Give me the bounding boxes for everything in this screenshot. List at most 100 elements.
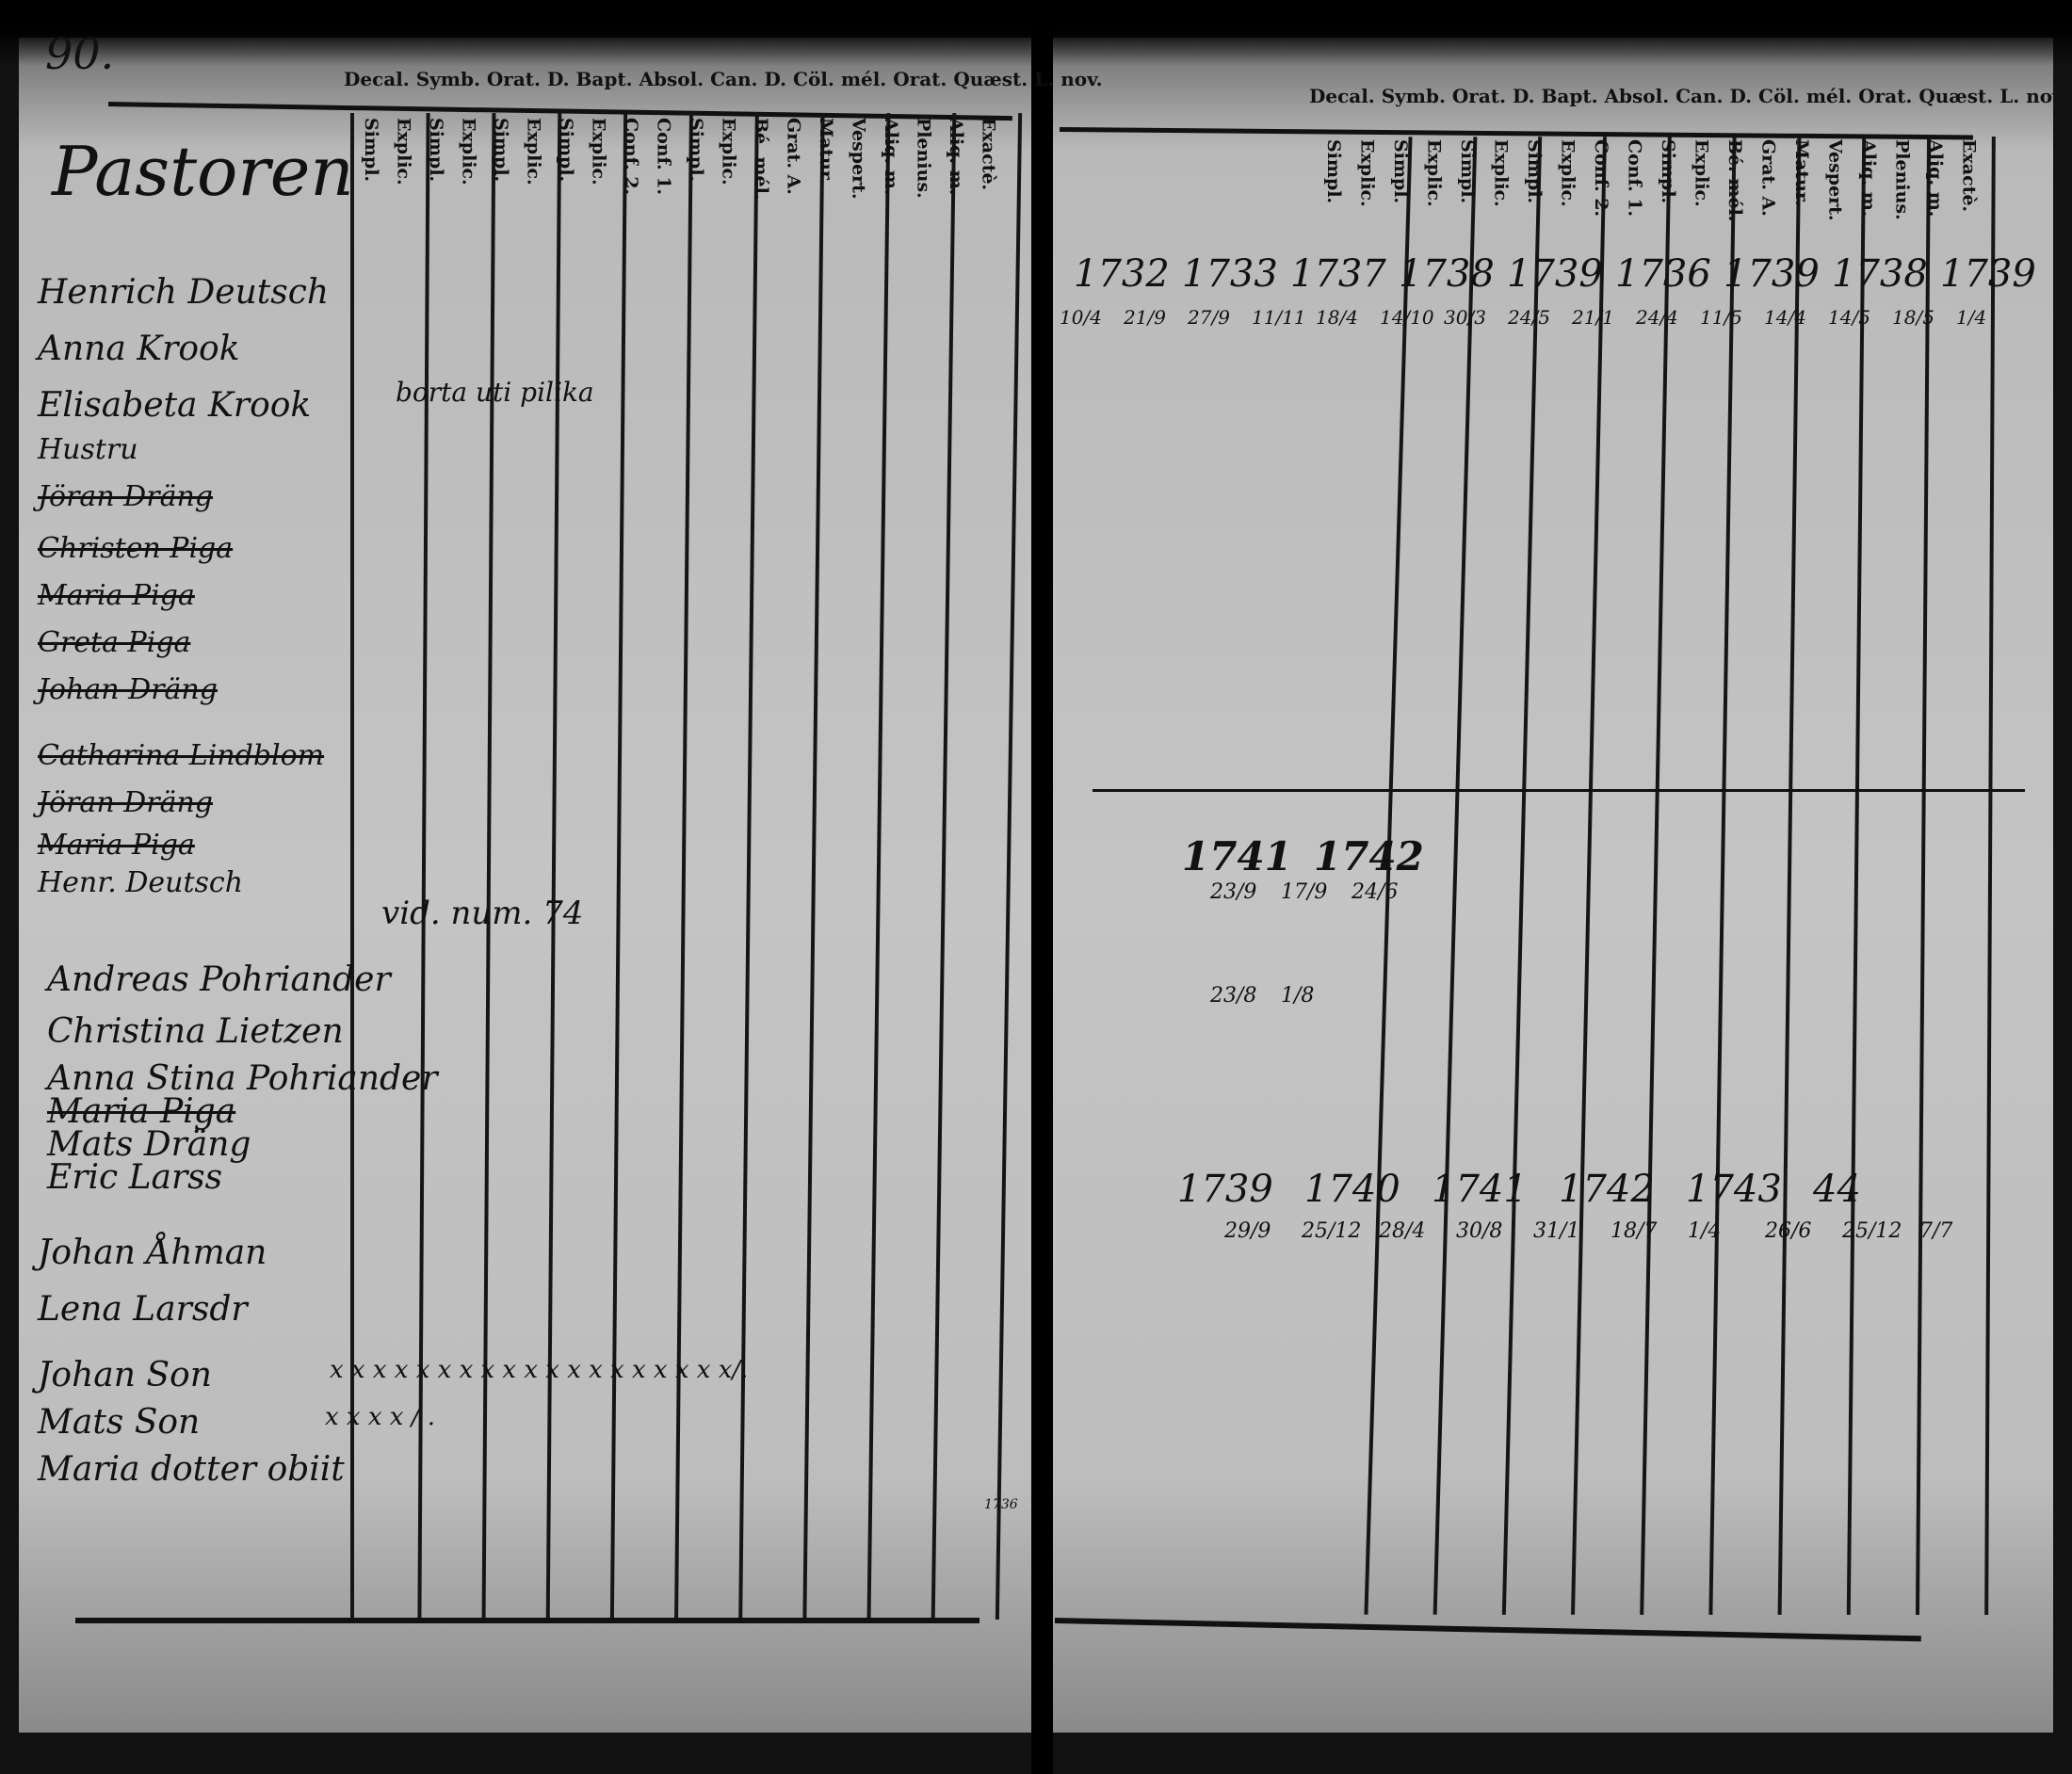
column-rule xyxy=(350,113,354,1620)
date-fraction: 24/5 xyxy=(1508,306,1550,329)
year-label: 1743 xyxy=(1686,1168,1782,1211)
date-fraction: 31/1 xyxy=(1533,1219,1580,1243)
date-fraction: 23/9 xyxy=(1210,880,1257,904)
name-entry: Johan Son xyxy=(38,1356,212,1395)
name-entry: Anna Stina Pohriander xyxy=(47,1059,438,1098)
section-title: Pastoren xyxy=(52,132,354,211)
date-fraction: 10/4 xyxy=(1060,306,1102,329)
column-header: Explic. xyxy=(1490,139,1512,207)
date-fraction: 18/5 xyxy=(1892,306,1934,329)
note-borta: borta uti pilika xyxy=(396,377,594,408)
date-fraction: 21/9 xyxy=(1124,306,1166,329)
column-header: Explic. xyxy=(458,118,479,185)
column-header: Aliq. m. xyxy=(881,118,901,196)
date-fraction: 1/8 xyxy=(1281,984,1315,1008)
column-header: Aliq. m. xyxy=(946,118,966,196)
year-label: 1736 xyxy=(1615,252,1711,296)
name-entry: Henrich Deutsch xyxy=(38,273,330,312)
left-page xyxy=(19,38,1031,1733)
name-entry: Maria Piga xyxy=(47,1092,236,1131)
date-fraction: 24/4 xyxy=(1636,306,1678,329)
year-label: 1740 xyxy=(1304,1168,1400,1211)
date-fraction: 14/10 xyxy=(1380,306,1434,329)
year-label: 1738 xyxy=(1832,252,1928,296)
book-gutter xyxy=(1031,0,1053,1774)
column-header: Aliq. m. xyxy=(1925,139,1946,218)
column-header: Simpl. xyxy=(361,118,381,183)
year-label: 1739 xyxy=(1507,252,1603,296)
date-fraction: 11/5 xyxy=(1700,306,1742,329)
column-header: Conf. 2. xyxy=(621,118,641,196)
name-entry: Eric Larss xyxy=(47,1158,223,1197)
year-label: 1732 xyxy=(1074,252,1170,296)
name-entry: Greta Piga xyxy=(38,626,191,659)
column-header: Simpl. xyxy=(686,118,706,183)
date-fraction: 1/4 xyxy=(1688,1219,1722,1243)
date-fraction: 30/3 xyxy=(1444,306,1486,329)
mid-rule-right xyxy=(1093,789,2025,792)
name-entry: Maria dotter obiit xyxy=(38,1450,345,1489)
year-label: 1739 xyxy=(1940,252,2036,296)
column-header: Simpl. xyxy=(556,118,576,183)
column-header: Bé. mél. xyxy=(751,118,771,201)
year-label: 1738 xyxy=(1399,252,1495,296)
date-fraction: 28/4 xyxy=(1379,1219,1426,1243)
date-fraction: 24/6 xyxy=(1352,880,1399,904)
date-fraction: 14/5 xyxy=(1828,306,1870,329)
date-fraction: 23/8 xyxy=(1210,984,1257,1008)
date-fraction: 26/6 xyxy=(1765,1219,1812,1243)
name-entry: Jöran Dräng xyxy=(38,480,213,513)
column-header: Conf. 1. xyxy=(653,118,674,196)
year-label: 1739 xyxy=(1177,1168,1273,1211)
column-header: Explic. xyxy=(1356,139,1378,207)
name-entry: Christen Piga xyxy=(38,532,234,565)
column-header: Vespert. xyxy=(848,118,869,200)
column-header: Exactè. xyxy=(1958,139,1980,213)
name-entry: Christina Lietzen xyxy=(47,1012,344,1051)
date-fraction: 21/1 xyxy=(1572,306,1614,329)
column-header: Simpl. xyxy=(491,118,511,183)
column-header: Simpl. xyxy=(1524,139,1545,204)
name-entry: Maria Piga xyxy=(38,829,195,862)
column-header: Simpl. xyxy=(426,118,446,183)
column-header: Plenius. xyxy=(913,118,934,199)
date-fraction: 18/7 xyxy=(1611,1219,1658,1243)
column-header: Explic. xyxy=(718,118,739,185)
year-label: 1737 xyxy=(1290,252,1386,296)
column-header: Matur. xyxy=(816,118,836,185)
name-entry: Henr. Deutsch xyxy=(38,866,244,899)
date-fraction: 18/4 xyxy=(1316,306,1358,329)
column-header: Explic. xyxy=(1423,139,1445,207)
date-fraction: 7/7 xyxy=(1919,1219,1953,1243)
x-marks-row-2: x x x x / . xyxy=(325,1403,435,1431)
column-header: Conf. 1. xyxy=(1624,139,1645,218)
x-marks-row-1: x x x x x x x x x x x x x x x x x x x/. xyxy=(330,1356,749,1384)
column-header: Simpl. xyxy=(1457,139,1478,204)
column-header: Simpl. xyxy=(1390,139,1411,204)
name-entry: Anna Krook xyxy=(38,330,240,368)
column-header: Explic. xyxy=(588,118,609,185)
column-header: Bé. mél. xyxy=(1724,139,1745,222)
column-header: Explic. xyxy=(523,118,544,185)
date-fraction: 29/9 xyxy=(1224,1219,1271,1243)
name-entry: Elisabeta Krook xyxy=(38,386,312,425)
date-fraction: 25/12 xyxy=(1302,1219,1362,1243)
name-entry: Hustru xyxy=(38,433,138,466)
year-label: 1733 xyxy=(1182,252,1278,296)
year-label: 1742 xyxy=(1314,833,1424,879)
year-label: 1739 xyxy=(1724,252,1820,296)
column-header: Simpl. xyxy=(1658,139,1678,204)
date-fraction: 25/12 xyxy=(1842,1219,1902,1243)
name-entry: Catharina Lindblom xyxy=(38,739,325,772)
name-entry: Johan Dräng xyxy=(38,673,218,706)
column-header: Explic. xyxy=(1557,139,1578,207)
column-header: Exactè. xyxy=(978,118,999,191)
date-fraction: 30/8 xyxy=(1456,1219,1503,1243)
column-header: Explic. xyxy=(1691,139,1712,207)
date-fraction: 27/9 xyxy=(1188,306,1230,329)
margin-year: 1736 xyxy=(984,1497,1018,1512)
page-number: 90. xyxy=(45,28,115,79)
column-header: Grat. A. xyxy=(1757,139,1779,217)
column-header: Grat. A. xyxy=(783,118,804,195)
